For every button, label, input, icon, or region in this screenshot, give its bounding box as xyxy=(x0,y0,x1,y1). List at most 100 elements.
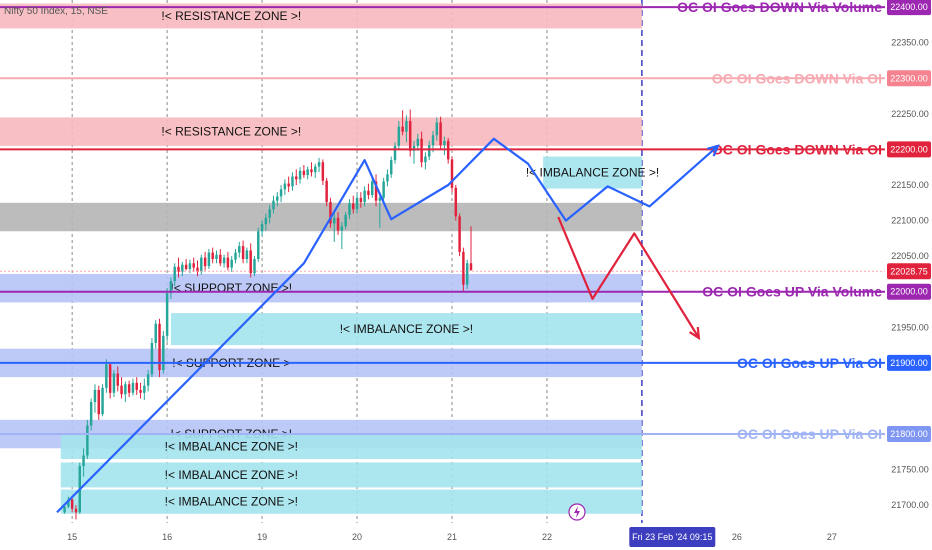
candle-body xyxy=(443,140,446,146)
level-label: OC OI Goes UP Via OI xyxy=(737,355,882,371)
candle-body xyxy=(173,266,176,282)
level-label: OC OI Goes DOWN Via Volume xyxy=(677,0,882,15)
candle-body xyxy=(321,162,325,181)
zone-box xyxy=(0,273,642,303)
price-badge-text: 21800.00 xyxy=(890,429,928,439)
price-badge xyxy=(887,426,931,443)
candle-body xyxy=(124,384,127,395)
candle-body xyxy=(169,281,173,294)
candle-body xyxy=(272,200,275,210)
candle-body xyxy=(325,180,328,203)
lightning-icon[interactable] xyxy=(568,503,586,521)
level-label: OC OI Goes UP Via OI xyxy=(737,426,882,442)
zone-label: !< IMBALANCE ZONE >! xyxy=(526,166,659,180)
time-tick-label: 22 xyxy=(542,532,552,542)
candle-body xyxy=(408,120,412,151)
time-tick-label: 26 xyxy=(732,532,742,542)
bearish-projection-path-arrowhead xyxy=(689,326,701,341)
candle-body xyxy=(352,203,355,210)
zone-box xyxy=(543,156,642,189)
candle-body xyxy=(211,252,214,260)
price-tick-label: 21750.00 xyxy=(891,465,929,475)
candle-body xyxy=(192,263,195,268)
price-axis[interactable]: 22400.00 22300.00 22200.00 22000.00 21900.00… xyxy=(887,0,931,510)
candle-body xyxy=(154,323,157,343)
candle-body xyxy=(245,250,249,260)
candle-body xyxy=(135,382,138,390)
candle-body xyxy=(105,364,108,388)
candle-body xyxy=(165,293,169,336)
candle-layer xyxy=(63,109,473,520)
candle-body xyxy=(401,126,404,132)
candle-body xyxy=(238,246,241,253)
candle-body xyxy=(226,257,230,268)
candle-body xyxy=(382,181,385,198)
zone-box xyxy=(0,117,642,146)
candle-body xyxy=(462,251,465,285)
candle-body xyxy=(378,197,382,201)
candle-body xyxy=(405,120,408,132)
candle-body xyxy=(143,385,146,393)
time-tick-label: 27 xyxy=(827,532,837,542)
candle-body xyxy=(215,254,218,260)
candle-body xyxy=(314,166,317,173)
candle-body xyxy=(397,126,401,146)
current-price-badge xyxy=(887,263,931,280)
candle-body xyxy=(131,382,135,393)
price-badge-text: 22400.00 xyxy=(890,2,928,12)
price-badge xyxy=(887,141,931,158)
candle-body xyxy=(386,174,389,182)
candle-body xyxy=(264,217,268,225)
candle-body xyxy=(63,506,66,513)
price-badge xyxy=(887,0,931,16)
price-tick-label: 22350.00 xyxy=(891,38,929,48)
time-axis[interactable]: 15 16 19 20 21 22 26 27 Fri 23 Feb '24 09:15 xyxy=(67,527,837,547)
candle-body xyxy=(367,190,370,195)
zone-label: !< IMBALANCE ZONE >! xyxy=(165,468,298,482)
candle-body xyxy=(291,176,294,187)
candle-body xyxy=(427,145,431,157)
candle-body xyxy=(200,257,203,272)
candle-body xyxy=(276,196,279,201)
candle-body xyxy=(120,385,123,395)
candle-body xyxy=(82,455,85,467)
level-label: OC OI Goes DOWN Via OI xyxy=(712,70,882,86)
candle-body xyxy=(302,170,306,176)
candle-body xyxy=(241,246,245,260)
candle-body xyxy=(260,224,264,232)
zone-layer: !< RESISTANCE ZONE >! !< RESISTANCE ZONE … xyxy=(0,3,659,514)
zone-box xyxy=(60,489,642,514)
price-tick-label: 21950.00 xyxy=(891,322,929,332)
zone-box xyxy=(0,202,642,232)
candle-body xyxy=(340,226,344,231)
candle-body xyxy=(295,176,298,180)
candle-body xyxy=(162,335,165,371)
candle-body xyxy=(127,384,131,393)
price-badge xyxy=(887,283,931,300)
price-tick-label: 22050.00 xyxy=(891,251,929,261)
candle-body xyxy=(86,425,89,456)
candle-body xyxy=(450,159,454,188)
time-tick-label: 19 xyxy=(257,532,267,542)
zone-box xyxy=(60,462,642,488)
price-badge-text: 22300.00 xyxy=(890,73,928,83)
candle-body xyxy=(112,373,116,393)
candle-body xyxy=(150,342,154,375)
candle-body xyxy=(287,183,290,187)
candle-body xyxy=(431,135,435,146)
candle-body xyxy=(67,499,70,507)
candle-body xyxy=(249,250,252,274)
candle-body xyxy=(439,122,442,146)
price-badge xyxy=(887,70,931,87)
candle-body xyxy=(101,387,104,415)
candle-body xyxy=(257,231,260,260)
bullish-projection-path xyxy=(56,137,719,514)
candle-body xyxy=(359,197,363,203)
candle-body xyxy=(458,216,461,252)
current-price-text: 22028.75 xyxy=(890,266,928,276)
candle-body xyxy=(74,508,78,513)
candle-body xyxy=(108,364,112,393)
level-line-layer: OC OI Goes DOWN Via Volume OC OI Goes DOW… xyxy=(0,0,885,442)
price-tick-label: 22150.00 xyxy=(891,180,929,190)
